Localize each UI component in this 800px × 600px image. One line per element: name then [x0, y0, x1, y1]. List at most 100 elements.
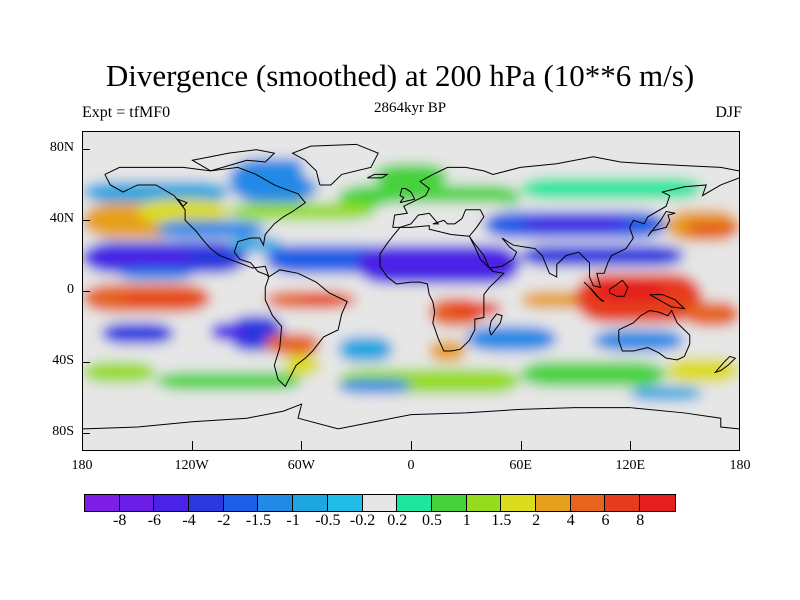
colorbar-swatch [640, 495, 675, 511]
divergence-contour-region [228, 238, 284, 253]
time-label: 2864kyr BP [373, 100, 447, 116]
x-tick-label: 0 [407, 458, 415, 473]
y-tick-label: 80S [52, 424, 74, 440]
coastline [367, 173, 389, 179]
coastline [609, 279, 629, 297]
x-tick-label: 180 [729, 458, 751, 473]
divergence-contour-region [520, 245, 685, 267]
divergence-contour-region [210, 322, 247, 341]
colorbar-level-label: 8 [636, 512, 645, 529]
colorbar-level-label: -8 [113, 512, 127, 529]
divergence-contour-region [374, 163, 448, 189]
divergence-contour-region [356, 245, 521, 284]
divergence-contour-region [520, 291, 594, 309]
colorbar-swatch [258, 495, 294, 511]
x-tick-mark [520, 441, 522, 451]
y-tick-mark [82, 433, 90, 435]
season-label: DJF [715, 104, 742, 121]
divergence-contour-region [593, 329, 685, 352]
colorbar-level-label: -2 [217, 512, 231, 529]
colorbar-swatch [119, 495, 155, 511]
divergence-contour-region [155, 220, 266, 238]
colorbar-level-label: -6 [147, 512, 162, 529]
colorbar-swatch [362, 495, 398, 511]
x-tick-mark [411, 441, 412, 451]
coastline [618, 309, 691, 361]
colorbar-swatch [570, 495, 606, 511]
x-tick-mark [630, 441, 632, 451]
coastline [649, 294, 686, 310]
colorbar-swatch [501, 495, 536, 511]
coastline [176, 198, 188, 207]
colorbar-swatch [431, 495, 467, 511]
divergence-contour-region [666, 358, 739, 383]
coastline [713, 355, 737, 374]
divergence-contour-region [447, 301, 503, 316]
divergence-contour-region [83, 361, 156, 383]
y-tick-label: 0 [67, 282, 74, 297]
x-tick-label: 180 [71, 458, 93, 473]
x-tick-mark [191, 441, 193, 451]
colorbar-swatch [466, 495, 502, 511]
coastline [190, 149, 276, 172]
divergence-contour-region [338, 379, 411, 394]
colorbar-level-label: 1.5 [491, 512, 512, 529]
colorbar-level-label: -0.2 [349, 512, 376, 529]
chart-title: Divergence (smoothed) at 200 hPa (10**6 … [105, 58, 695, 93]
coastline [583, 281, 605, 303]
divergence-contour-region [520, 177, 703, 200]
coastline [104, 166, 307, 278]
divergence-contour-region [629, 386, 703, 401]
y-tick-label: 40S [52, 353, 74, 369]
colorbar-swatch [327, 495, 363, 511]
x-tick-label: 60E [509, 458, 532, 473]
colorbar-level-label: -1.5 [245, 512, 272, 529]
map-plot-area [82, 131, 740, 451]
y-tick-label: 80N [49, 139, 74, 155]
divergence-contour-region [520, 361, 667, 387]
divergence-contour-region [684, 301, 739, 327]
divergence-contour-region [684, 220, 739, 238]
coastline [488, 313, 503, 336]
divergence-contour-region [301, 294, 339, 306]
colorbar-swatch [535, 495, 571, 511]
map-canvas [83, 132, 739, 450]
colorbar-level-label: 0.2 [387, 512, 408, 529]
y-tick-mark [82, 148, 90, 150]
coastline [291, 143, 379, 186]
coastline [647, 210, 676, 237]
colorbar-swatch [189, 495, 224, 511]
coastline [379, 225, 505, 352]
x-tick-label: 60W [287, 458, 315, 473]
divergence-contour-region [374, 202, 521, 217]
colorbar-swatch [293, 495, 328, 511]
divergence-contour-region [83, 248, 193, 267]
coastline [264, 269, 348, 388]
divergence-contour-region [155, 372, 302, 390]
x-tick-mark [301, 441, 303, 451]
divergence-contour-region [465, 326, 557, 352]
divergence-contour-region [520, 216, 630, 231]
divergence-contour-region [83, 400, 739, 450]
colorbar-swatch [223, 495, 259, 511]
x-tick-mark [739, 441, 740, 451]
colorbar-swatch [154, 495, 190, 511]
divergence-contour-region [338, 336, 393, 362]
colorbar-level-label: -0.5 [315, 512, 341, 529]
y-tick-mark [82, 362, 90, 364]
colorbar-level-label: 0.5 [422, 512, 442, 529]
colorbar-swatch [85, 495, 120, 511]
divergence-contour-region [228, 202, 375, 221]
coastline [399, 188, 416, 204]
divergence-contour-region [283, 354, 320, 376]
colorbar-level-label: -4 [182, 512, 196, 529]
coastline [392, 156, 739, 228]
coastline [461, 177, 739, 289]
x-tick-label: 120W [174, 458, 209, 473]
colorbar-level-label: 4 [566, 512, 575, 529]
divergence-contour-region [83, 181, 229, 203]
divergence-contour-region [119, 294, 211, 306]
colorbar-level-label: 2 [532, 512, 541, 529]
experiment-label: Expt = tfMF0 [82, 104, 171, 121]
colorbar-swatch [397, 495, 432, 511]
